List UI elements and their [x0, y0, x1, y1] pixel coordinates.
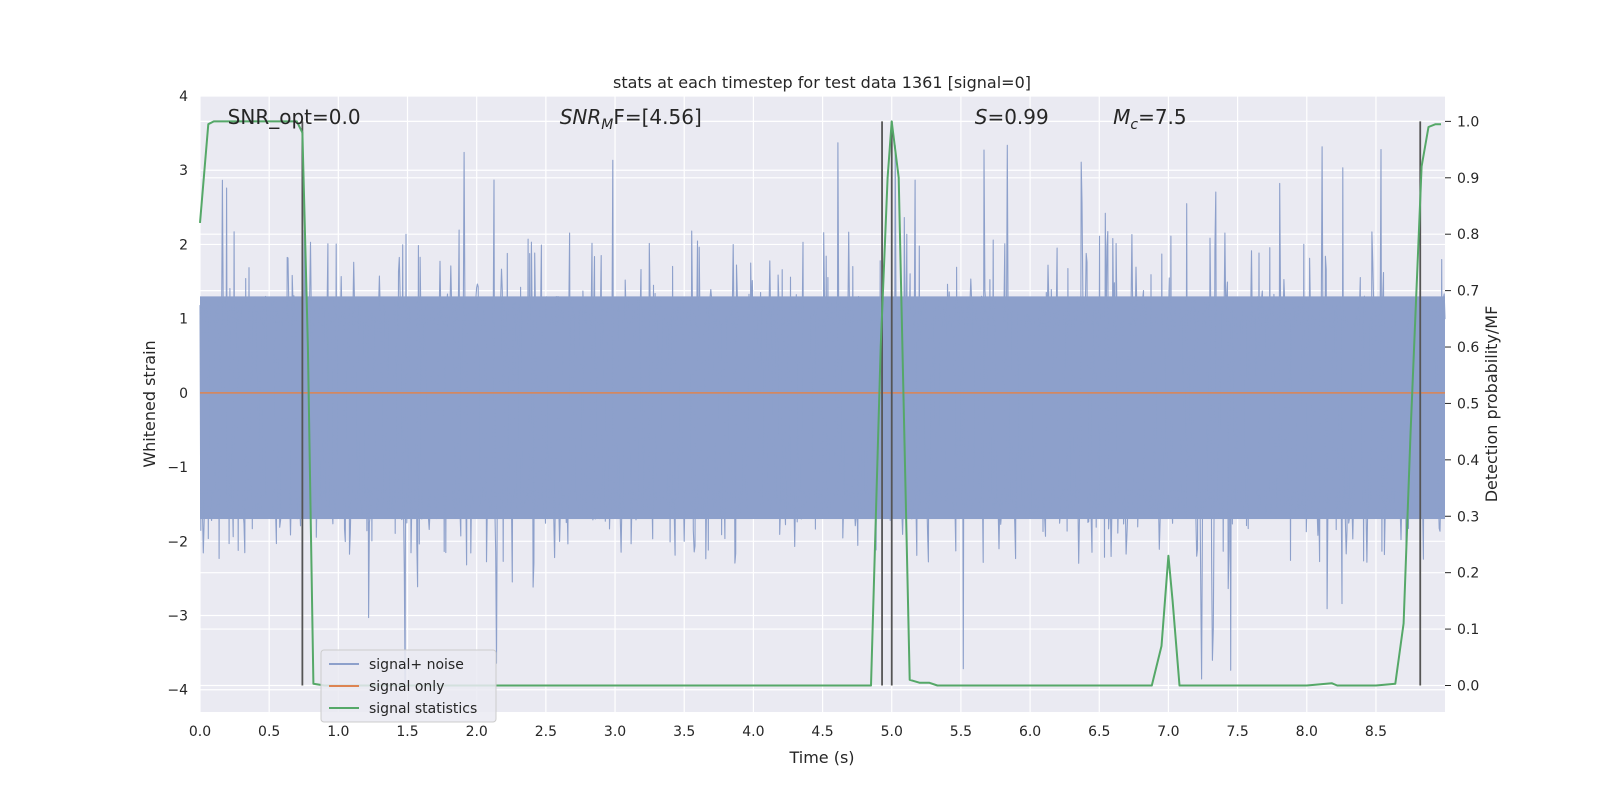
x-tick-label: 5.0: [881, 724, 903, 740]
y-left-ticks: 4 3 2 1 0 −1 −2 −3 −4: [167, 89, 188, 699]
x-axis-ticks: 0.0 0.5 1.0 1.5 2.0 2.5 3.0 3.5 4.0 4.5 5.0 5.5 6.0 6…: [189, 724, 1387, 740]
x-tick-label: 0.5: [258, 724, 280, 740]
noise-line: [199, 142, 1446, 686]
y-left-tick-label: 0: [179, 386, 188, 402]
y-left-tick-label: 3: [179, 163, 188, 179]
noise-series: [199, 142, 1446, 686]
x-tick-label: 6.5: [1088, 724, 1110, 740]
annotation-rest: F=[4.56]: [613, 105, 701, 129]
x-tick-label: 2.5: [535, 724, 557, 740]
legend-label-noise: signal+ noise: [369, 657, 464, 673]
y-right-tick-label: 0.4: [1457, 453, 1479, 469]
y-left-tick-label: −1: [167, 460, 188, 476]
annotation-sub: M: [601, 117, 613, 133]
annotation-main: M: [1113, 105, 1130, 129]
chart-title: stats at each timestep for test data 136…: [613, 73, 1031, 92]
y-right-tick-label: 0.9: [1457, 171, 1479, 187]
annotation-rest: =7.5: [1138, 105, 1187, 129]
y-left-tick-label: 2: [179, 237, 188, 253]
annotation-2: S=0.99: [975, 105, 1049, 129]
x-tick-label: 5.5: [950, 724, 972, 740]
y-right-tick-label: 1.0: [1457, 114, 1479, 130]
y-left-tick-label: 1: [179, 312, 188, 328]
annotation-rest: =0.99: [987, 105, 1048, 129]
x-tick-label: 7.5: [1226, 724, 1248, 740]
x-axis-label: Time (s): [788, 748, 854, 767]
annotation-main: SNR: [560, 105, 602, 129]
annotation-main: S: [975, 105, 988, 129]
x-tick-label: 8.0: [1296, 724, 1318, 740]
x-tick-label: 8.5: [1365, 724, 1387, 740]
y-left-tick-label: −3: [167, 609, 188, 625]
x-tick-label: 4.0: [742, 724, 764, 740]
annotation-1: SNRMF=[4.56]: [560, 105, 702, 133]
x-tick-label: 6.0: [1019, 724, 1041, 740]
stats-series: [199, 120, 1441, 687]
y-left-tick-label: −2: [167, 534, 188, 550]
legend-label-signal: signal only: [369, 679, 444, 695]
y-right-tick-label: 0.5: [1457, 396, 1479, 412]
y-right-tick-label: 0.2: [1457, 566, 1479, 582]
annotation-sub: c: [1130, 117, 1138, 133]
y-right-tick-label: 0.6: [1457, 340, 1479, 356]
y-right-tick-label: 0.3: [1457, 509, 1479, 525]
x-tick-label: 4.5: [811, 724, 833, 740]
x-tick-label: 1.5: [396, 724, 418, 740]
x-tick-label: 3.5: [673, 724, 695, 740]
y-left-tick-label: −4: [167, 683, 188, 699]
legend-box: [320, 649, 497, 723]
x-tick-label: 2.0: [466, 724, 488, 740]
y-right-tick-label: 0.7: [1457, 284, 1479, 300]
y-right-tick-label: 0.0: [1457, 678, 1479, 694]
y-right-tick-label: 0.8: [1457, 227, 1479, 243]
y-right-ticks: 1.0 0.9 0.8 0.7 0.6 0.5 0.4 0.3 0.2 0.1 0.0: [1445, 114, 1479, 694]
annotation-3: Mc=7.5: [1113, 105, 1187, 133]
annotations: SNR_opt=0.0 SNRMF=[4.56] S=0.99 Mc=7.5: [228, 105, 1187, 133]
x-tick-label: 7.0: [1157, 724, 1179, 740]
y-right-axis-label: Detection probability/MF: [1482, 306, 1501, 503]
annotation-0: SNR_opt=0.0: [228, 105, 361, 129]
y-left-axis-label: Whitened strain: [140, 340, 159, 467]
x-tick-label: 0.0: [189, 724, 211, 740]
x-tick-label: 3.0: [604, 724, 626, 740]
legend-label-stats: signal statistics: [369, 701, 477, 717]
signal-statistics-line: [199, 120, 1441, 687]
legend: signal+ noise signal only signal statist…: [320, 649, 497, 723]
y-right-tick-label: 0.1: [1457, 622, 1479, 638]
x-tick-label: 1.0: [327, 724, 349, 740]
y-left-tick-label: 4: [179, 89, 188, 105]
